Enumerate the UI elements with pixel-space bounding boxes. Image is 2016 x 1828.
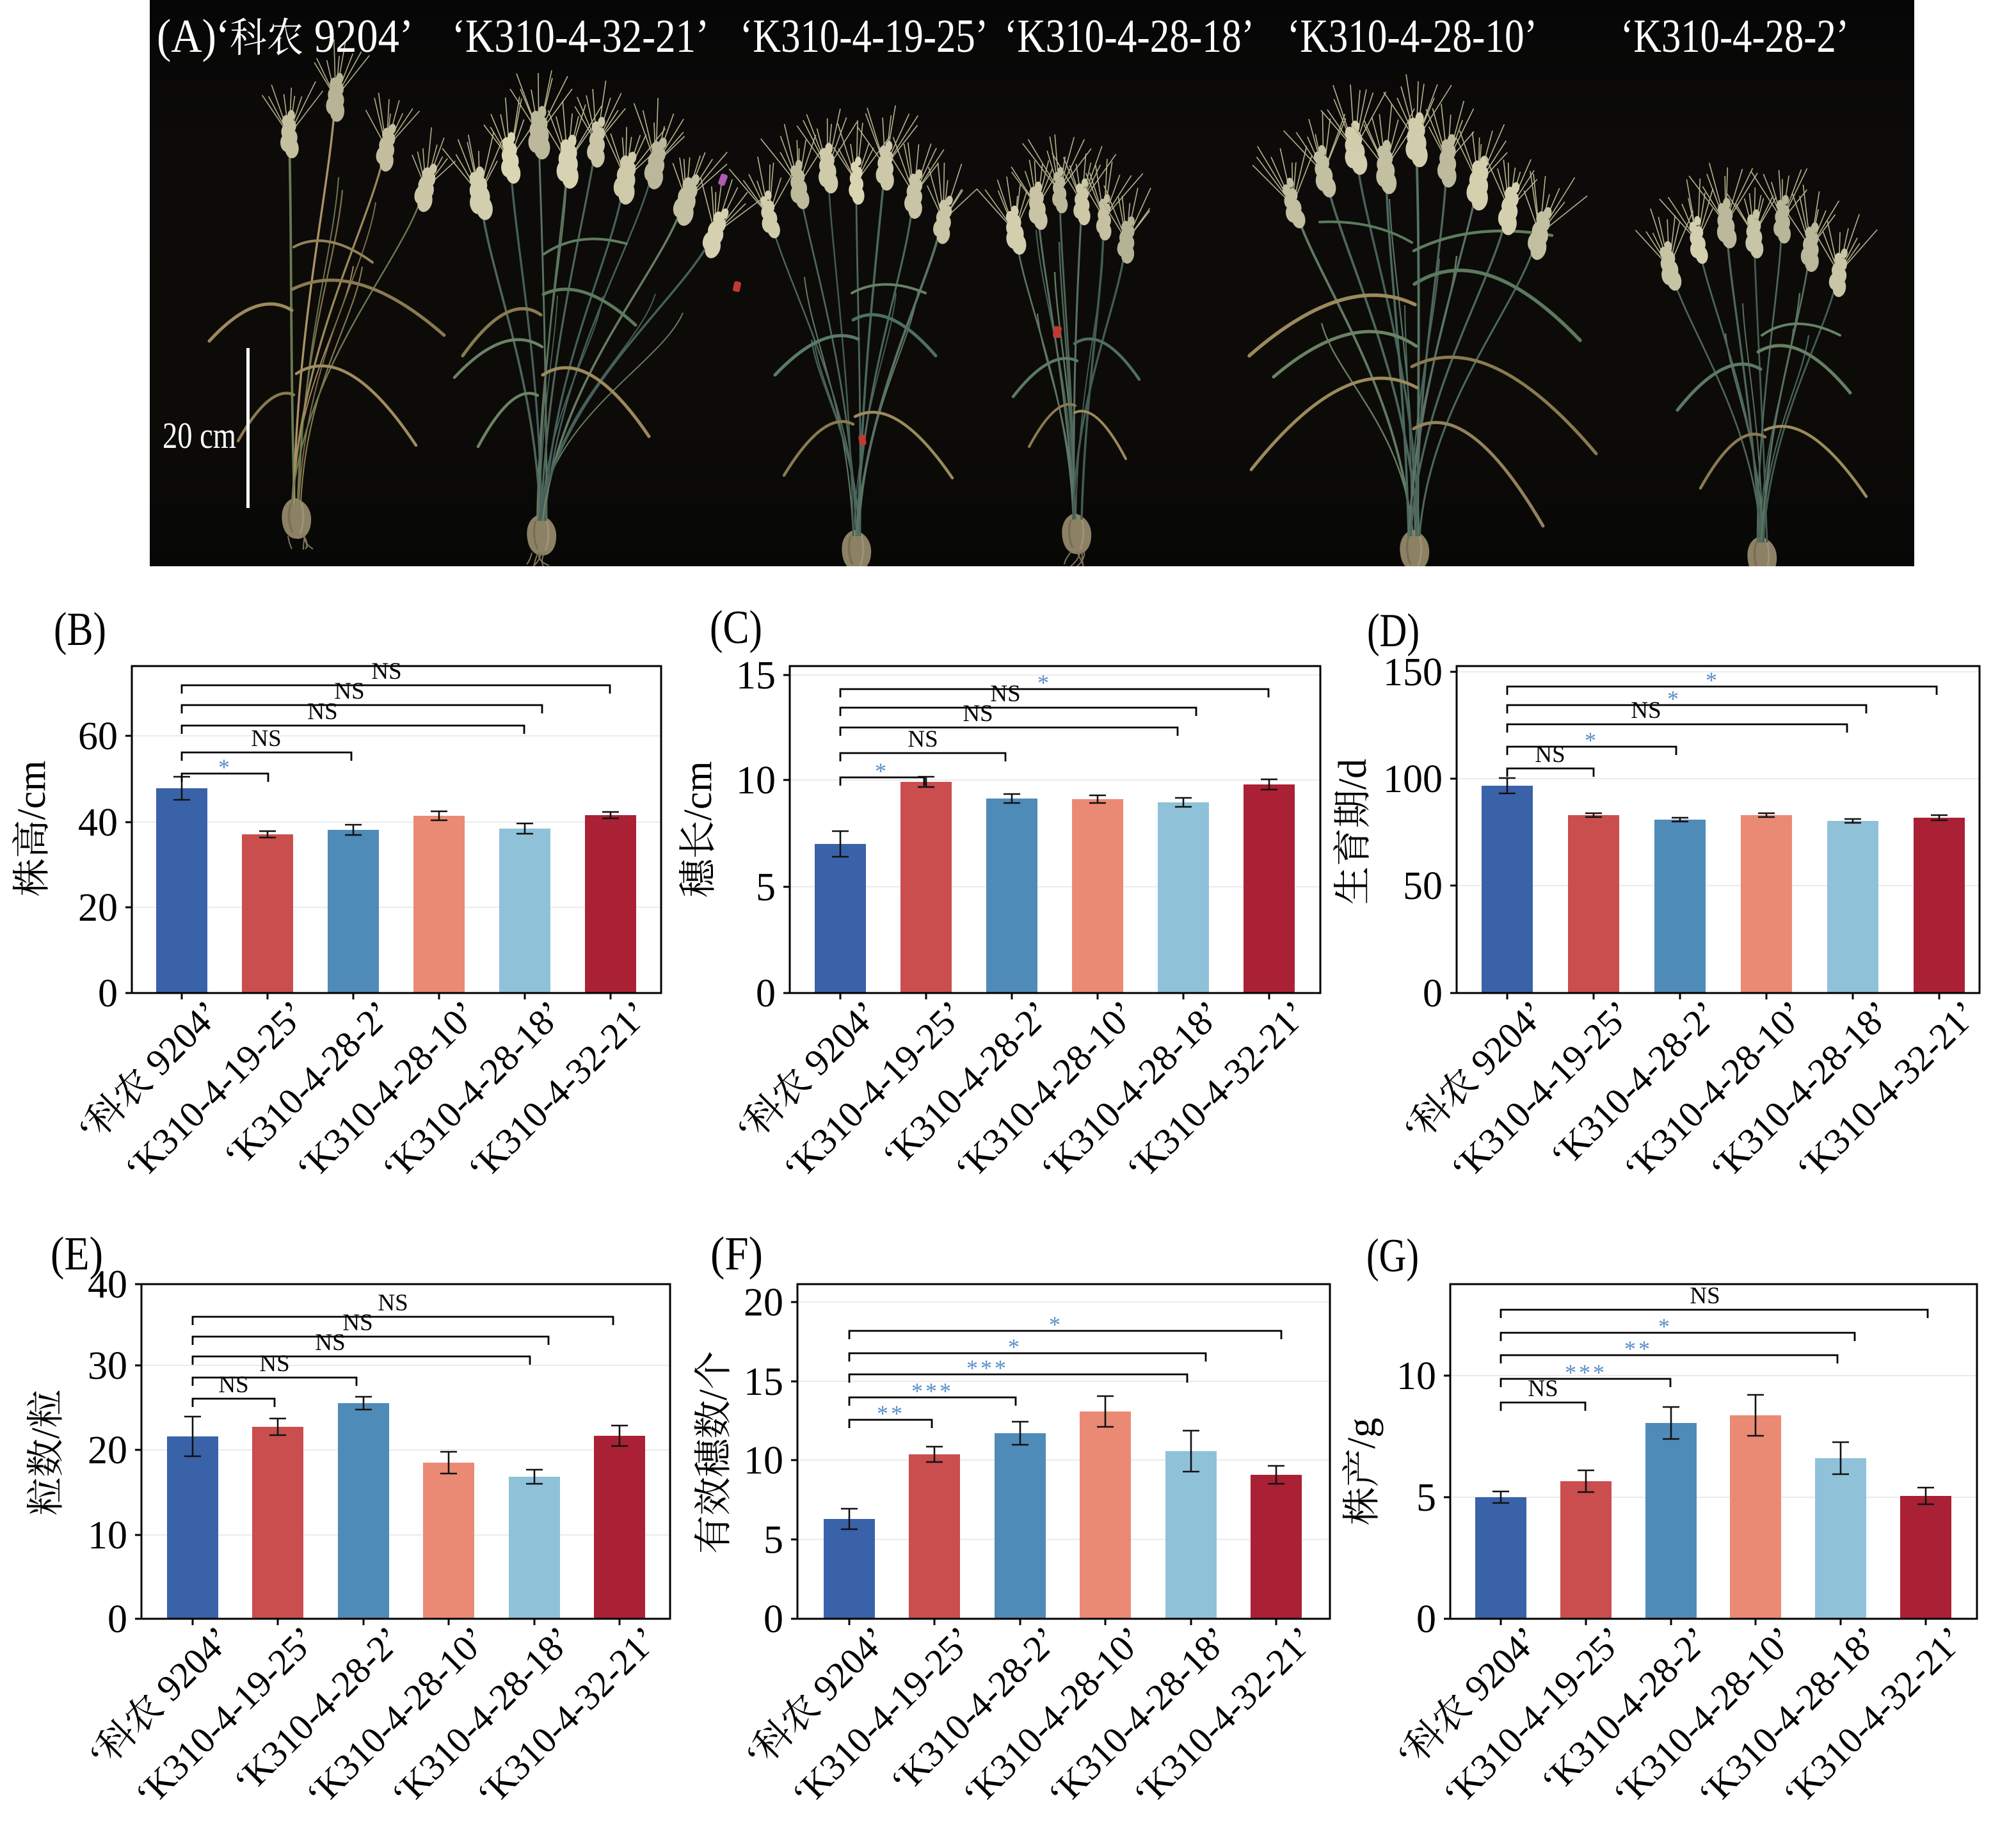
svg-text:/cm: /cm [10, 761, 54, 820]
svg-text:(B): (B) [54, 603, 106, 656]
svg-text:/g: /g [1340, 1418, 1384, 1449]
svg-text:**: ** [1624, 1336, 1652, 1362]
svg-text:150: 150 [1383, 651, 1443, 694]
svg-text:40: 40 [88, 1263, 127, 1307]
svg-text:/d: /d [1331, 759, 1375, 790]
svg-text:NS: NS [307, 699, 337, 725]
svg-text:0: 0 [1423, 972, 1443, 1015]
svg-text:*: * [1706, 667, 1720, 693]
svg-text:20: 20 [88, 1429, 127, 1472]
svg-text:*: * [1667, 686, 1681, 711]
svg-text:10: 10 [744, 1439, 783, 1482]
svg-text:*: * [1008, 1334, 1022, 1360]
svg-text:**: ** [877, 1401, 905, 1426]
svg-text:NS: NS [371, 658, 401, 685]
svg-text:5: 5 [756, 866, 776, 909]
svg-text:0: 0 [98, 972, 118, 1015]
svg-text:NS: NS [1690, 1283, 1720, 1309]
svg-text:0: 0 [756, 972, 776, 1015]
svg-text:NS: NS [315, 1330, 345, 1356]
svg-text:NS: NS [334, 678, 364, 704]
svg-text:20: 20 [744, 1281, 783, 1324]
svg-text:NS: NS [1528, 1376, 1558, 1402]
svg-text:NS: NS [963, 701, 993, 727]
svg-text:20 cm: 20 cm [163, 415, 236, 456]
svg-text:(A): (A) [157, 10, 216, 63]
svg-text:***: *** [911, 1378, 954, 1404]
svg-text:NS: NS [908, 726, 938, 752]
svg-text:100: 100 [1383, 758, 1443, 801]
svg-text:*: * [1658, 1314, 1672, 1339]
svg-text:15: 15 [736, 654, 776, 697]
svg-text:*: * [1585, 727, 1599, 753]
svg-text:10: 10 [1396, 1355, 1436, 1398]
svg-text:10: 10 [736, 759, 776, 802]
svg-text:60: 60 [78, 715, 118, 758]
svg-text:NS: NS [342, 1310, 372, 1336]
svg-text:0: 0 [108, 1598, 127, 1641]
svg-text:5: 5 [764, 1518, 783, 1562]
svg-text:*: * [218, 754, 232, 780]
svg-text:‘K310-4-28-10’: ‘K310-4-28-10’ [1287, 10, 1537, 63]
svg-text:10: 10 [88, 1514, 127, 1557]
svg-text:30: 30 [88, 1344, 127, 1388]
svg-text:5: 5 [1416, 1476, 1436, 1520]
svg-text:/: / [692, 1389, 735, 1401]
svg-text:(F): (F) [710, 1228, 763, 1280]
svg-text:/: / [24, 1427, 68, 1439]
svg-text:NS: NS [251, 726, 281, 752]
svg-text:‘K310-4-32-21’: ‘K310-4-32-21’ [452, 10, 709, 63]
svg-text:0: 0 [764, 1598, 783, 1641]
svg-text:NS: NS [218, 1372, 248, 1398]
svg-text:***: *** [966, 1355, 1009, 1381]
svg-text:(D): (D) [1367, 605, 1420, 657]
svg-text:NS: NS [259, 1351, 289, 1377]
svg-text:50: 50 [1403, 864, 1443, 908]
svg-text:‘K310-4-28-2’: ‘K310-4-28-2’ [1620, 10, 1849, 63]
svg-text:9204’: 9204’ [303, 10, 413, 63]
svg-text:20: 20 [78, 886, 118, 930]
svg-text:*: * [1049, 1312, 1063, 1337]
svg-text:‘K310-4-28-18’: ‘K310-4-28-18’ [1004, 10, 1254, 63]
svg-text:NS: NS [1631, 697, 1661, 724]
svg-text:/cm: /cm [676, 761, 720, 821]
svg-text:***: *** [1565, 1360, 1607, 1385]
svg-text:‘K310-4-19-25’: ‘K310-4-19-25’ [740, 10, 988, 63]
svg-text:NS: NS [378, 1290, 408, 1316]
svg-text:(C): (C) [710, 601, 762, 654]
svg-text:*: * [875, 758, 889, 784]
svg-text:(E): (E) [51, 1228, 103, 1280]
svg-text:*: * [1037, 670, 1052, 695]
svg-text:NS: NS [1535, 742, 1565, 768]
svg-text:(G): (G) [1366, 1230, 1419, 1282]
svg-text:‘: ‘ [216, 10, 230, 63]
svg-text:0: 0 [1416, 1598, 1436, 1641]
svg-text:40: 40 [78, 801, 118, 845]
svg-text:15: 15 [744, 1360, 783, 1404]
svg-text:NS: NS [990, 681, 1020, 707]
